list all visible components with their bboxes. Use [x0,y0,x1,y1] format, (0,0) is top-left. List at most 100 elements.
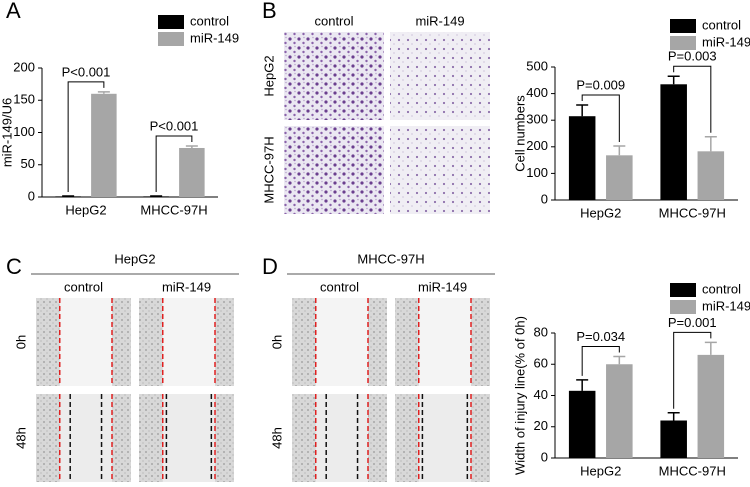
x-tick-label: HepG2 [580,205,621,220]
y-tick-label: 200 [526,138,548,153]
y-tick-label: 0 [541,449,548,464]
y-tick-label: 150 [13,92,35,107]
micrograph [390,32,490,120]
panel-letter: D [262,254,278,279]
micrograph [284,126,384,214]
legend-label: miR-149 [190,30,239,45]
image-group-title: MHCC-97H [357,251,424,266]
error-bar [704,341,717,355]
row-label: 48h [13,427,28,449]
error-bar [667,411,680,421]
column-label: control [320,279,359,294]
micrograph [390,126,490,214]
row-label: 48h [269,427,284,449]
y-axis-label: Width of injury line(% of 0h) [512,316,527,475]
bar [568,116,596,200]
row-label: 0h [13,335,28,349]
wound-gap [162,394,215,482]
significance-label: P<0.001 [62,64,111,79]
x-tick-label: HepG2 [65,202,106,217]
bar [660,84,687,200]
bar [179,147,205,197]
y-tick-label: 60 [534,356,548,371]
y-tick-label: 300 [526,112,548,127]
wound-gap [59,298,112,386]
image-group-title: HepG2 [114,251,155,266]
legend-label: control [702,281,741,296]
panel-letter: C [6,254,22,279]
row-label: MHCC-97H [261,136,276,203]
significance-bracket [67,81,105,193]
x-tick-label: MHCC-97H [140,202,207,217]
column-label: miR-149 [415,13,464,28]
legend-swatch [670,19,696,33]
significance-bracket [581,345,620,376]
wound-gap [418,298,471,386]
y-tick-label: 0 [541,191,548,206]
micrograph [284,32,384,120]
significance-label: P=0.009 [576,77,625,92]
legend-swatch [158,15,184,29]
significance-label: P=0.001 [668,315,717,330]
bar [606,155,633,200]
bar [91,93,117,197]
wound-gap [315,298,368,386]
wound-gap [162,298,215,386]
panel-letter: A [6,0,21,23]
legend-label: control [190,13,229,28]
column-label: control [314,13,353,28]
row-label: 0h [269,335,284,349]
y-tick-label: 50 [21,156,35,171]
column-label: control [64,279,103,294]
legend-swatch [670,300,696,314]
error-bar [97,91,110,94]
x-tick-label: MHCC-97H [659,463,726,478]
significance-label: P=0.034 [576,329,625,344]
bar [660,420,687,458]
error-bar [576,379,589,391]
significance-bracket [673,65,712,133]
significance-label: P=0.003 [668,49,717,64]
legend-label: miR-149 [702,34,750,49]
y-tick-label: 200 [13,59,35,74]
y-tick-label: 0 [28,188,35,203]
legend-swatch [670,36,696,50]
error-bar [613,145,626,156]
legend-swatch [670,283,696,297]
y-tick-label: 500 [526,58,548,73]
error-bar [613,355,626,365]
bar [568,390,596,458]
row-label: HepG2 [261,55,276,96]
panel-letter: B [262,0,277,23]
error-bar [704,135,717,152]
y-tick-label: 20 [534,418,548,433]
column-label: miR-149 [162,279,211,294]
y-tick-label: 100 [13,124,35,139]
legend-swatch [158,32,184,46]
x-tick-label: HepG2 [580,463,621,478]
column-label: miR-149 [418,279,467,294]
legend-label: miR-149 [702,298,750,313]
x-tick-label: MHCC-97H [659,205,726,220]
significance-bracket [155,135,193,193]
y-tick-label: 400 [526,85,548,100]
significance-label: P<0.001 [150,118,199,133]
wound-gap [315,394,368,482]
y-tick-label: 40 [534,387,548,402]
legend-label: control [702,17,741,32]
bar [697,354,725,458]
y-axis-label: Cell numbers [512,95,527,172]
error-bar [576,104,589,117]
y-tick-label: 100 [526,165,548,180]
error-bar [667,75,680,85]
error-bar [185,145,198,148]
significance-bracket [673,331,712,409]
significance-bracket [581,94,620,143]
bar [697,151,725,200]
y-axis-label: miR-149/U6 [0,98,14,167]
y-tick-label: 80 [534,324,548,339]
bar [606,364,633,458]
wound-gap [59,394,112,482]
wound-gap [418,394,471,482]
